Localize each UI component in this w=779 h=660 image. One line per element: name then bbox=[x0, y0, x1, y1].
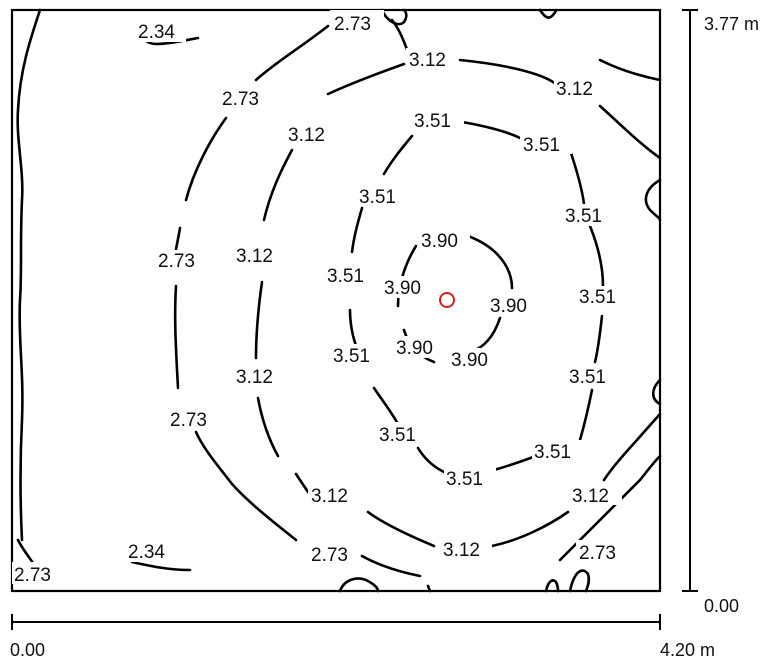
contour-label: 3.51 bbox=[446, 469, 483, 490]
contour-label: 3.90 bbox=[451, 350, 488, 371]
contour-label: 3.12 bbox=[236, 367, 273, 388]
contour-label: 2.73 bbox=[158, 251, 195, 272]
measurement-point-marker bbox=[439, 292, 455, 308]
contour-label: 3.12 bbox=[556, 79, 593, 100]
contour-234 bbox=[130, 28, 200, 572]
contour-label: 3.51 bbox=[414, 111, 451, 132]
contour-labels: 2.34 2.34 2.73 2.73 2.73 2.73 2.73 2.73 … bbox=[12, 10, 628, 586]
contour-label: 2.73 bbox=[334, 14, 371, 35]
contour-label: 3.90 bbox=[490, 296, 527, 317]
contour-label: 3.51 bbox=[333, 346, 370, 367]
contour-label: 3.51 bbox=[579, 287, 616, 308]
contour-label: 2.73 bbox=[14, 565, 51, 586]
contour-label: 3.12 bbox=[288, 125, 325, 146]
contour-label: 3.12 bbox=[311, 486, 348, 507]
contour-label: 3.51 bbox=[327, 266, 364, 287]
contour-label: 3.51 bbox=[569, 367, 606, 388]
contour-label: 3.12 bbox=[409, 50, 446, 71]
contour-label: 3.51 bbox=[379, 425, 416, 446]
contour-label: 3.12 bbox=[443, 540, 480, 561]
contour-312 bbox=[254, 58, 662, 548]
contour-label: 3.51 bbox=[359, 187, 396, 208]
contour-label: 3.90 bbox=[384, 278, 421, 299]
width-end-label: 4.20 m bbox=[660, 640, 715, 660]
contour-label: 3.51 bbox=[534, 442, 571, 463]
height-start-label: 0.00 bbox=[704, 596, 739, 616]
height-dimension: 3.77 m 0.00 bbox=[682, 9, 759, 616]
contour-label: 2.73 bbox=[170, 410, 207, 431]
contour-390 bbox=[396, 234, 514, 364]
contour-label: 2.34 bbox=[128, 542, 165, 563]
edge-contours bbox=[16, 8, 662, 593]
height-end-label: 3.77 m bbox=[704, 14, 759, 34]
contour-label: 2.73 bbox=[311, 545, 348, 566]
contour-label: 3.90 bbox=[396, 338, 433, 359]
contour-label: 3.12 bbox=[572, 486, 609, 507]
contour-label: 3.12 bbox=[236, 246, 273, 267]
contour-273 bbox=[16, 18, 662, 593]
contour-label: 3.51 bbox=[523, 135, 560, 156]
contour-label: 3.90 bbox=[421, 231, 458, 252]
contour-label: 2.34 bbox=[138, 22, 175, 43]
contour-label: 3.51 bbox=[565, 206, 602, 227]
contour-label: 2.73 bbox=[579, 543, 616, 564]
contour-lines bbox=[16, 8, 662, 593]
width-dimension: 0.00 4.20 m bbox=[10, 614, 715, 660]
contour-label: 2.73 bbox=[222, 89, 259, 110]
width-start-label: 0.00 bbox=[10, 640, 45, 660]
contour-351 bbox=[348, 120, 605, 474]
